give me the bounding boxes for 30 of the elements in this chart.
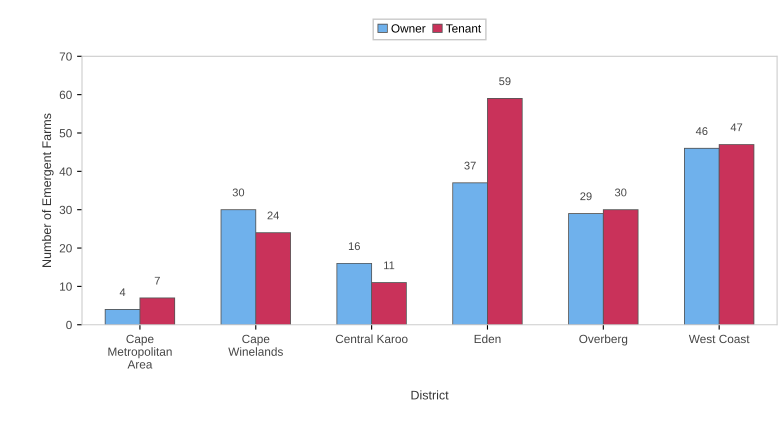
y-tick-label: 40 <box>59 167 72 176</box>
y-tick-label: 10 <box>60 282 72 291</box>
data-label: 46 <box>696 127 708 136</box>
x-axis-title: District <box>411 390 449 400</box>
legend-label: Tenant <box>446 24 482 33</box>
legend-label: Owner <box>391 24 426 33</box>
data-label: 37 <box>464 162 476 170</box>
x-tick-label: Cape Winelands <box>228 334 283 356</box>
y-tick-label: 20 <box>60 244 72 252</box>
y-tick-label: 30 <box>60 206 72 214</box>
y-tick-label: 70 <box>60 52 72 61</box>
data-label: 30 <box>614 188 626 196</box>
data-label: 29 <box>580 192 592 200</box>
x-tick-label: West Coast <box>688 334 750 344</box>
x-tick-label: Central Karoo <box>336 334 408 344</box>
x-tick-label: Cape Metropolitan Area <box>108 334 172 369</box>
y-tick-label: 60 <box>60 90 72 100</box>
data-label: 7 <box>154 276 160 284</box>
data-label: 30 <box>232 188 244 196</box>
data-label: 4 <box>120 288 126 296</box>
x-tick-label: Eden <box>474 334 500 344</box>
data-label: 16 <box>348 242 360 250</box>
y-tick-label: 0 <box>66 320 72 330</box>
data-label: 24 <box>268 212 280 220</box>
data-label: 11 <box>384 262 394 270</box>
x-tick-label: Overberg <box>579 334 628 346</box>
data-label: 59 <box>499 77 511 86</box>
y-axis-title: Number of Emergent Farms <box>42 114 54 267</box>
y-tick-label: 50 <box>60 129 72 138</box>
data-label: 47 <box>730 123 742 132</box>
